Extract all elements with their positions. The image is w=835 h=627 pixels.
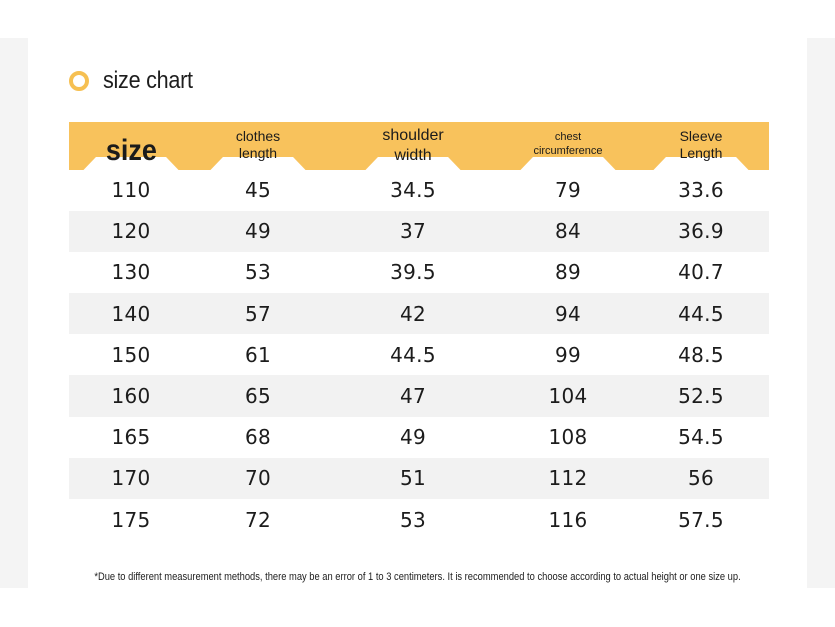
cell-sleeve-length: 48.5 bbox=[678, 342, 724, 367]
table-header-row: size clothes length shoulder width c bbox=[69, 122, 769, 170]
size-table: size clothes length shoulder width c bbox=[69, 122, 769, 540]
header-notch bbox=[653, 156, 749, 170]
table-row: 165 68 49 108 54.5 bbox=[69, 417, 769, 458]
header-notch bbox=[365, 156, 461, 170]
table-row: 120 49 37 84 36.9 bbox=[69, 210, 769, 252]
header-line1: chest bbox=[554, 131, 582, 144]
cell-shoulder-width: 44.5 bbox=[390, 342, 436, 367]
header-line1: clothes bbox=[235, 127, 281, 144]
cell-size: 170 bbox=[111, 466, 151, 491]
cell-size: 165 bbox=[111, 425, 151, 450]
cell-shoulder-width: 42 bbox=[399, 301, 427, 326]
header-line2: length bbox=[238, 145, 278, 161]
title-row: size chart bbox=[69, 64, 203, 98]
cell-size: 110 bbox=[111, 178, 151, 203]
ring-icon bbox=[69, 71, 89, 91]
header-line1: shoulder bbox=[382, 126, 444, 144]
table-row: 170 70 51 112 56 bbox=[69, 457, 769, 499]
cell-shoulder-width: 34.5 bbox=[390, 178, 436, 203]
table-row: 175 72 53 116 57.5 bbox=[69, 499, 769, 540]
header-clothes-length: clothes length bbox=[193, 122, 323, 170]
cell-chest: 89 bbox=[554, 260, 582, 285]
header-shoulder-width: shoulder width bbox=[323, 122, 503, 170]
size-chart-card bbox=[28, 38, 807, 588]
cell-sleeve-length: 33.6 bbox=[678, 178, 724, 203]
cell-shoulder-width: 47 bbox=[399, 384, 427, 409]
page-title: size chart bbox=[103, 67, 193, 94]
cell-chest: 79 bbox=[554, 178, 582, 203]
header-sleeve-length: Sleeve Length bbox=[633, 122, 769, 170]
table-row: 140 57 42 94 44.5 bbox=[69, 293, 769, 335]
cell-chest: 84 bbox=[554, 219, 582, 244]
cell-sleeve-length: 52.5 bbox=[678, 384, 724, 409]
cell-sleeve-length: 56 bbox=[687, 466, 715, 491]
cell-size: 120 bbox=[111, 219, 151, 244]
cell-chest: 104 bbox=[548, 384, 588, 409]
header-notch bbox=[520, 156, 616, 170]
header-line2: Length bbox=[679, 145, 723, 161]
header-chest-circumference: chest circumference bbox=[503, 122, 633, 170]
cell-clothes-length: 53 bbox=[244, 260, 272, 285]
cell-size: 150 bbox=[111, 342, 151, 367]
cell-size: 140 bbox=[111, 301, 151, 326]
header-notch bbox=[210, 156, 306, 170]
cell-clothes-length: 70 bbox=[244, 466, 272, 491]
cell-clothes-length: 49 bbox=[244, 219, 272, 244]
cell-size: 160 bbox=[111, 384, 151, 409]
header-line1: Sleeve bbox=[679, 127, 723, 144]
cell-shoulder-width: 49 bbox=[399, 425, 427, 450]
cell-size: 130 bbox=[111, 260, 151, 285]
cell-sleeve-length: 54.5 bbox=[678, 425, 724, 450]
cell-sleeve-length: 57.5 bbox=[678, 507, 724, 532]
table-row: 150 61 44.5 99 48.5 bbox=[69, 334, 769, 375]
table-row: 110 45 34.5 79 33.6 bbox=[69, 170, 769, 211]
cell-size: 175 bbox=[111, 507, 151, 532]
header-line2: width bbox=[394, 146, 432, 164]
cell-shoulder-width: 39.5 bbox=[390, 260, 436, 285]
table-row: 130 53 39.5 89 40.7 bbox=[69, 252, 769, 293]
cell-clothes-length: 65 bbox=[244, 384, 272, 409]
cell-chest: 108 bbox=[548, 425, 588, 450]
cell-chest: 99 bbox=[554, 342, 582, 367]
cell-clothes-length: 72 bbox=[244, 507, 272, 532]
cell-shoulder-width: 53 bbox=[399, 507, 427, 532]
cell-chest: 116 bbox=[548, 507, 588, 532]
cell-sleeve-length: 40.7 bbox=[678, 260, 724, 285]
cell-chest: 112 bbox=[548, 466, 588, 491]
measurement-note: *Due to different measurement methods, t… bbox=[94, 571, 741, 583]
cell-clothes-length: 45 bbox=[244, 178, 272, 203]
header-notch bbox=[83, 156, 179, 170]
header-size: size bbox=[69, 122, 193, 170]
cell-clothes-length: 57 bbox=[244, 301, 272, 326]
table-row: 160 65 47 104 52.5 bbox=[69, 375, 769, 417]
cell-sleeve-length: 36.9 bbox=[678, 219, 724, 244]
header-line2: circumference bbox=[533, 145, 603, 158]
cell-shoulder-width: 51 bbox=[399, 466, 427, 491]
cell-chest: 94 bbox=[554, 301, 582, 326]
cell-shoulder-width: 37 bbox=[399, 219, 427, 244]
cell-clothes-length: 61 bbox=[244, 342, 272, 367]
cell-sleeve-length: 44.5 bbox=[678, 301, 724, 326]
cell-clothes-length: 68 bbox=[244, 425, 272, 450]
